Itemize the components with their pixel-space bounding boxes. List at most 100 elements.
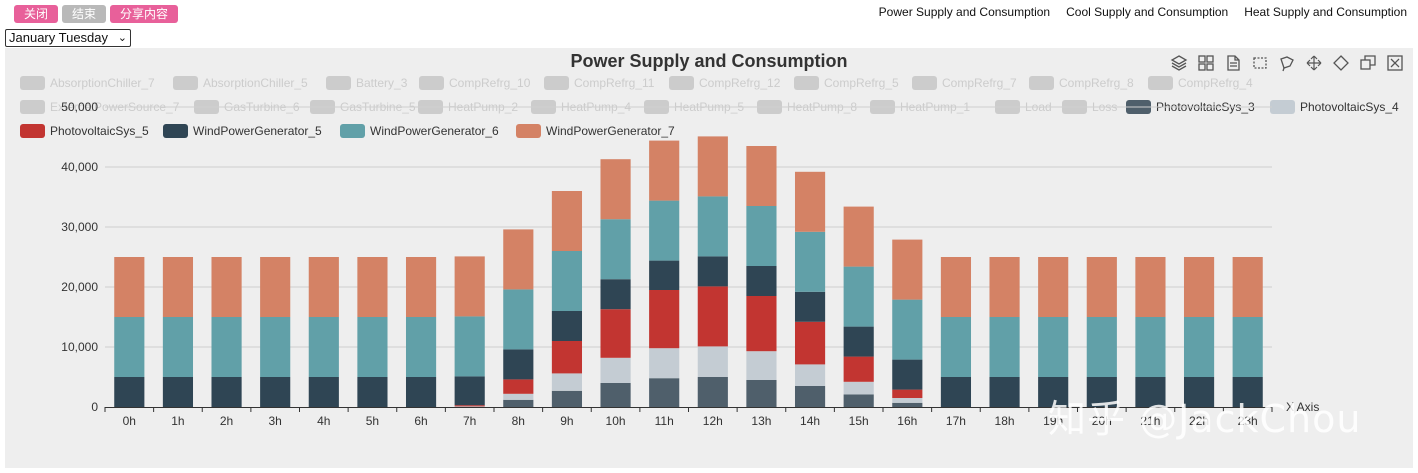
legend-item[interactable]: CompRefrg_4 [1148, 76, 1253, 90]
legend-item[interactable]: CompRefrg_8 [1029, 76, 1134, 90]
bar-segment [260, 317, 291, 377]
bar-segment [1183, 377, 1215, 407]
legend-item[interactable]: WindPowerGenerator_5 [163, 124, 322, 138]
legend-swatch [163, 124, 188, 138]
legend-item[interactable]: Battery_3 [326, 76, 407, 90]
bar-segment [551, 373, 583, 391]
bar-segment [162, 257, 194, 317]
legend-item[interactable]: CompRefrg_7 [912, 76, 1017, 90]
nav-cool-link[interactable]: Cool Supply and Consumption [1066, 5, 1229, 19]
end-button[interactable]: 结束 [62, 5, 107, 23]
close-button[interactable]: 关闭 [14, 5, 59, 23]
legend-swatch [1029, 76, 1054, 90]
bar-segment [405, 257, 437, 317]
legend-swatch [669, 76, 694, 90]
nav-power-link[interactable]: Power Supply and Consumption [878, 5, 1051, 19]
bar-segment [1135, 257, 1166, 317]
legend-item[interactable]: CompRefrg_10 [419, 76, 530, 90]
x-tick-label: 20h [1092, 414, 1112, 428]
bar-segment [649, 140, 680, 201]
bar-segment [697, 286, 728, 347]
legend-label: AbsorptionChiller_7 [50, 76, 155, 90]
bar-segment [1038, 257, 1069, 317]
y-tick-label: 10,000 [61, 340, 98, 354]
legend-item[interactable]: PhotovoltaicSys_5 [20, 124, 149, 138]
bar-segment [600, 357, 631, 383]
clear-select-icon[interactable] [1332, 54, 1350, 72]
legend-item[interactable]: WindPowerGenerator_6 [340, 124, 499, 138]
legend-label: CompRefrg_4 [1178, 76, 1253, 90]
bar-segment [551, 390, 583, 407]
keep-selected-icon[interactable] [1305, 54, 1323, 72]
bar-segment [551, 341, 583, 374]
bar-segment [940, 257, 972, 317]
bar-segment [649, 290, 680, 349]
legend-item[interactable]: CompRefrg_12 [669, 76, 780, 90]
legend-item[interactable]: PhotovoltaicSys_4 [1270, 100, 1399, 114]
bar-segment [1232, 257, 1263, 317]
x-tick-label: 12h [703, 414, 723, 428]
x-tick-label: 17h [946, 414, 966, 428]
legend-item[interactable]: CompRefrg_11 [544, 76, 654, 90]
legend-label: PhotovoltaicSys_4 [1300, 100, 1399, 114]
legend-swatch [544, 76, 569, 90]
x-axis-label: X Axis [1286, 400, 1319, 414]
bar-segment [843, 356, 874, 382]
legend-label: CompRefrg_7 [942, 76, 1017, 90]
x-tick-label: 13h [751, 414, 771, 428]
chart-title: Power Supply and Consumption [570, 51, 848, 71]
day-select[interactable]: January Tuesday ⌄ [5, 29, 131, 47]
bar-segment [551, 191, 583, 251]
bar-segment [746, 266, 777, 296]
legend-item[interactable]: AbsorptionChiller_5 [173, 76, 308, 90]
watermark: 知乎 @JackChou [1048, 397, 1362, 441]
y-tick-label: 50,000 [61, 100, 98, 114]
legend-label: Battery_3 [356, 76, 408, 90]
legend-swatch [1148, 76, 1173, 90]
bar-segment [551, 251, 583, 311]
nav-heat-link[interactable]: Heat Supply and Consumption [1244, 5, 1407, 19]
legend-item[interactable]: AbsorptionChiller_7 [20, 76, 155, 90]
lasso-select-icon[interactable] [1278, 54, 1296, 72]
bar-segment [454, 405, 485, 407]
restore-icon[interactable] [1359, 54, 1377, 72]
stack-icon[interactable] [1170, 54, 1188, 72]
bar-segment [697, 136, 728, 197]
bar-segment [794, 321, 826, 365]
bar-segment [892, 299, 923, 360]
bar-segment [357, 317, 388, 377]
bar-segment [357, 377, 388, 407]
bar-segment [649, 378, 680, 407]
share-button[interactable]: 分享内容 [110, 5, 179, 23]
tiled-icon[interactable] [1197, 54, 1215, 72]
bar-segment [600, 219, 631, 280]
bar-segment [162, 377, 194, 407]
rect-select-icon[interactable] [1251, 54, 1269, 72]
legend-item[interactable]: CompRefrg_5 [794, 76, 899, 90]
bar-segment [649, 200, 680, 261]
legend-item[interactable]: WindPowerGenerator_7 [516, 124, 675, 138]
bar-segment [843, 266, 874, 327]
bar-segment [892, 389, 923, 398]
legend-swatch [326, 76, 351, 90]
legend-label: CompRefrg_11 [574, 76, 655, 90]
chevron-down-icon: ⌄ [117, 32, 127, 44]
close-icon[interactable] [1386, 54, 1404, 72]
bar-segment [746, 380, 777, 407]
x-tick-label: 18h [995, 414, 1015, 428]
x-tick-label: 5h [366, 414, 379, 428]
bar-segment [892, 359, 923, 390]
bar-segment [794, 386, 826, 407]
data-view-icon[interactable] [1224, 54, 1242, 72]
bar-segment [211, 257, 242, 317]
x-tick-label: 21h [1140, 414, 1160, 428]
x-tick-label: 4h [317, 414, 330, 428]
bar-segment [1183, 317, 1215, 377]
legend-swatch [20, 100, 45, 114]
bar-segment [308, 257, 339, 317]
bar-segment [1232, 377, 1263, 407]
legend-swatch [20, 124, 45, 138]
x-tick-label: 1h [171, 414, 184, 428]
bar-segment [843, 394, 874, 407]
bar-segment [1232, 317, 1263, 377]
